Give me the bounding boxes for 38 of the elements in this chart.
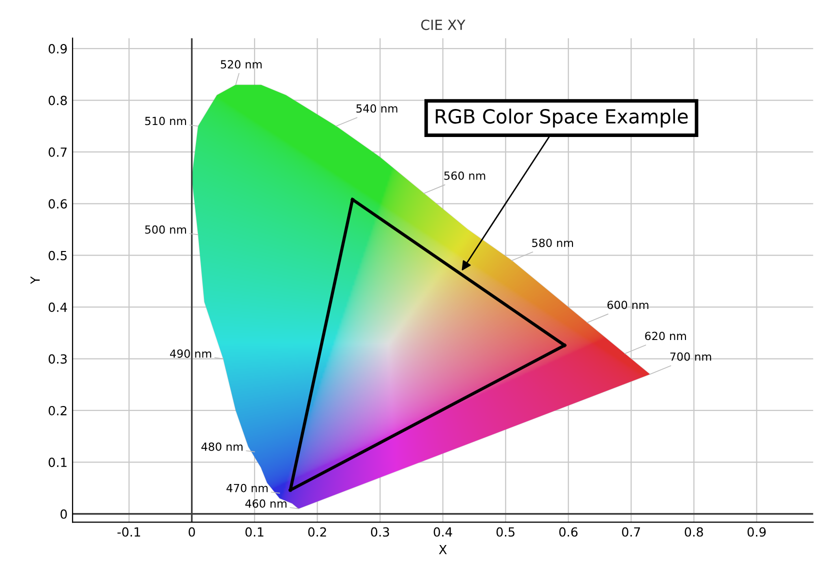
annotation: 540 nm: [356, 104, 398, 113]
annotation: 620 nm: [645, 332, 686, 340]
x-tick-label: 0.4: [434, 527, 452, 537]
x-tick-label: -0.1: [117, 527, 140, 537]
annotation: RGB Color Space Example: [436, 108, 688, 128]
x-tick-label: 0.6: [559, 527, 578, 537]
y-tick-label: 0: [60, 509, 67, 519]
annotation: 500 nm: [145, 225, 186, 234]
y-tick-label: 0.3: [48, 354, 67, 364]
annotation: 490 nm: [170, 349, 212, 358]
y-axis-title: Y: [30, 276, 40, 284]
y-tick-label: 0.2: [48, 406, 66, 416]
x-tick-label: 0.1: [245, 527, 264, 537]
annotation: 460 nm: [245, 499, 286, 508]
annotation: 480 nm: [201, 442, 243, 451]
annotation: 470 nm: [226, 484, 268, 492]
x-tick-label: 0: [188, 527, 195, 537]
y-tick-label: 0.6: [48, 199, 67, 209]
chart-title: CIE XY: [421, 20, 466, 30]
x-tick-label: 0.7: [622, 527, 640, 537]
annotation: 700 nm: [670, 352, 712, 361]
x-tick-label: 0.2: [308, 527, 326, 537]
y-tick-label: 0.4: [48, 302, 67, 312]
annotation: 520 nm: [220, 60, 262, 69]
y-tick-label: 0.8: [48, 96, 67, 106]
x-tick-label: 0.3: [370, 527, 390, 537]
annotation: 560 nm: [444, 171, 486, 180]
y-tick-label: 0.1: [48, 458, 67, 468]
x-tick-label: 0.5: [496, 527, 514, 537]
annotation: 600 nm: [607, 300, 648, 310]
y-tick-label: 0.5: [48, 250, 67, 260]
annotation: 580 nm: [532, 238, 573, 248]
y-tick-label: 0.9: [48, 44, 67, 54]
x-tick-label: 0.9: [748, 527, 766, 537]
y-tick-label: 0.7: [48, 147, 67, 157]
x-axis-title: X: [438, 545, 447, 554]
annotation: 510 nm: [145, 116, 186, 126]
x-tick-label: 0.8: [684, 527, 703, 537]
